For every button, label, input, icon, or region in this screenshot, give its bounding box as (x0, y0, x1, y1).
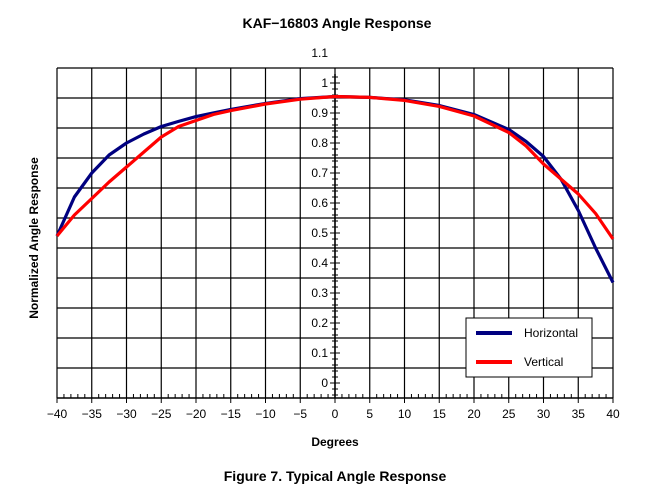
x-tick-label: −40 (47, 407, 68, 421)
x-tick-label: 25 (502, 407, 516, 421)
y-axis-label: Normalized Angle Response (27, 157, 41, 319)
legend-label-horizontal: Horizontal (524, 326, 578, 340)
y-tick-label: 0.8 (311, 136, 328, 150)
legend-label-vertical: Vertical (524, 355, 563, 369)
y-tick-label: 0.3 (311, 286, 328, 300)
x-tick-label: 0 (332, 407, 339, 421)
x-axis-label: Degrees (311, 435, 359, 449)
x-tick-label: −15 (221, 407, 242, 421)
axes (56, 74, 614, 403)
x-tick-label: −35 (82, 407, 103, 421)
tick-labels: −40 −35 −30 −25 −20 −15 −10 −5 0 5 10 15 20 25 30 35 400… (47, 46, 620, 421)
x-tick-label: 40 (606, 407, 620, 421)
x-tick-label: −5 (293, 407, 307, 421)
y-tick-label: 0.6 (311, 196, 328, 210)
legend-box (465, 317, 593, 378)
y-tick-label: 0.1 (311, 346, 328, 360)
y-tick-label: 0 (321, 376, 328, 390)
series-lines (55, 94, 615, 284)
y-tick-label: 0.9 (311, 106, 328, 120)
figure-caption: Figure 7. Typical Angle Response (224, 468, 447, 484)
x-tick-label: −30 (116, 407, 137, 421)
y-tick-label: 0.4 (311, 256, 328, 270)
y-tick-label: 1.1 (311, 46, 328, 60)
x-tick-label: 5 (366, 407, 373, 421)
x-tick-label: 10 (398, 407, 412, 421)
x-tick-label: 35 (572, 407, 586, 421)
series-line-vertical (55, 94, 615, 240)
y-tick-label: 0.5 (311, 226, 328, 240)
y-tick-label: 1 (321, 76, 328, 90)
x-tick-label: −20 (186, 407, 207, 421)
x-tick-label: 30 (537, 407, 551, 421)
y-tick-label: 0.7 (311, 166, 328, 180)
chart-title: KAF−16803 Angle Response (243, 15, 432, 31)
x-tick-label: 15 (433, 407, 447, 421)
x-tick-label: −10 (255, 407, 276, 421)
x-tick-label: 20 (467, 407, 481, 421)
y-tick-label: 0.2 (311, 316, 328, 330)
legend: Horizontal Vertical (465, 317, 593, 378)
x-tick-label: −25 (151, 407, 172, 421)
